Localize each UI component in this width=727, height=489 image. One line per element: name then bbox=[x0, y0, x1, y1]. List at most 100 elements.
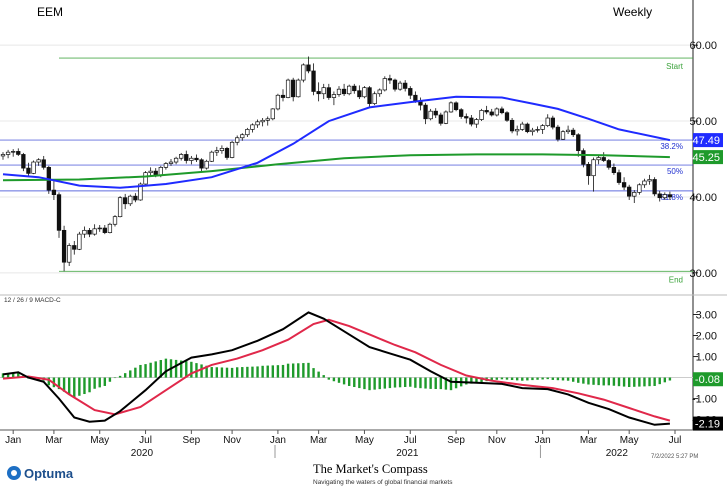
candle-body bbox=[72, 245, 77, 250]
candle-body bbox=[5, 151, 11, 155]
optuma-logo-text: Optuma bbox=[24, 466, 74, 481]
candle-body bbox=[545, 117, 550, 126]
histogram-bar bbox=[73, 377, 76, 398]
candle-body bbox=[148, 170, 153, 174]
histogram-bar bbox=[347, 377, 351, 386]
histogram-bar bbox=[179, 360, 183, 378]
histogram-bar bbox=[139, 364, 142, 378]
histogram-bar bbox=[103, 377, 107, 386]
histogram-bar bbox=[225, 367, 229, 378]
price-tick-labels: 60.00 50.00 40.00 30.00 bbox=[689, 40, 717, 280]
histogram-bar bbox=[577, 377, 580, 383]
histogram-bar bbox=[353, 377, 356, 388]
histogram-bar bbox=[363, 377, 366, 390]
candle-body bbox=[372, 93, 377, 104]
candle-body bbox=[667, 194, 673, 198]
x-year-label: 2021 bbox=[396, 448, 419, 459]
histogram-bar bbox=[388, 377, 392, 389]
candle-body bbox=[550, 117, 555, 128]
histogram-bar bbox=[607, 377, 611, 386]
candle-body bbox=[428, 110, 433, 120]
candle-body bbox=[168, 161, 174, 164]
macd-panel-label: 12 / 26 / 9 MACD-C bbox=[4, 297, 61, 304]
candle-body bbox=[16, 151, 21, 155]
candle-body bbox=[459, 109, 464, 117]
candle-body bbox=[163, 163, 169, 168]
candle-body bbox=[647, 179, 652, 182]
histogram-bar bbox=[6, 373, 10, 378]
candle-body bbox=[61, 229, 67, 263]
candle-body bbox=[632, 192, 637, 197]
candle-body bbox=[341, 88, 347, 95]
histogram-bar bbox=[597, 377, 600, 386]
candle-body bbox=[571, 129, 576, 136]
price-tick-label: 50.00 bbox=[689, 116, 717, 128]
histogram-bar bbox=[612, 377, 616, 386]
candle-body bbox=[31, 161, 36, 174]
candle-body bbox=[586, 163, 591, 177]
candle-body bbox=[555, 126, 561, 140]
histogram-bar bbox=[627, 377, 631, 388]
histogram-bar bbox=[286, 363, 290, 378]
candle-body bbox=[67, 245, 72, 263]
histogram-bar bbox=[297, 363, 300, 378]
histogram-bar bbox=[332, 377, 336, 382]
timestamp: 7/2/2022 5:27 PM bbox=[651, 454, 698, 460]
macd-line bbox=[2, 311, 670, 426]
histogram-bar bbox=[17, 372, 20, 378]
histogram-bar bbox=[98, 377, 101, 388]
histogram-bar bbox=[322, 375, 325, 378]
candle-body bbox=[209, 151, 214, 162]
brand-title: The Market's Compass bbox=[313, 462, 428, 476]
histogram-bar bbox=[505, 377, 509, 380]
candle-body bbox=[275, 94, 281, 110]
histogram-bar bbox=[123, 373, 127, 378]
optuma-logo-inner-icon bbox=[11, 470, 17, 476]
histogram-bar bbox=[602, 377, 605, 386]
candle-body bbox=[224, 148, 230, 158]
histogram-bar bbox=[403, 377, 407, 388]
candle-body bbox=[270, 108, 275, 120]
price-last-value-tag: 47.49 bbox=[692, 135, 720, 147]
candle-body bbox=[128, 195, 133, 205]
candle-body bbox=[280, 94, 286, 98]
candle-body bbox=[56, 194, 62, 231]
histogram-bar bbox=[622, 377, 626, 387]
x-month-label: May bbox=[620, 435, 639, 446]
histogram-bar bbox=[113, 377, 117, 379]
histogram-bar bbox=[653, 377, 656, 386]
histogram-bar bbox=[256, 366, 259, 378]
x-axis-labels: Jan Mar May Jul Sep Nov Jan Mar May Jul Sep Nov Jan M… bbox=[5, 430, 681, 459]
macd-last-value-tag: -0.08 bbox=[695, 374, 720, 386]
histogram-bar bbox=[551, 377, 555, 380]
candle-body bbox=[26, 167, 31, 174]
histogram-bar bbox=[439, 377, 443, 390]
candle-body bbox=[352, 85, 357, 92]
price-tick-label: 40.00 bbox=[689, 192, 717, 204]
candle-body bbox=[652, 179, 657, 195]
histogram-bar bbox=[526, 377, 529, 381]
histogram-bar bbox=[251, 366, 254, 378]
histogram-bar bbox=[317, 371, 320, 378]
candle-body bbox=[627, 186, 632, 197]
histogram-bar bbox=[200, 364, 203, 378]
brand-tagline: Navigating the waters of global financia… bbox=[313, 479, 453, 486]
candle-body bbox=[82, 229, 87, 235]
histogram-bar bbox=[11, 372, 15, 378]
histogram-bar bbox=[383, 377, 387, 389]
candle-body bbox=[642, 180, 647, 186]
histogram-bar bbox=[429, 377, 432, 389]
candle-body bbox=[484, 110, 489, 113]
histogram-bar bbox=[663, 377, 667, 383]
histogram-bar bbox=[342, 377, 346, 385]
candle-body bbox=[173, 157, 179, 163]
histogram-bar bbox=[312, 368, 315, 378]
histogram-bar bbox=[566, 377, 570, 381]
histogram-bar bbox=[470, 377, 473, 384]
candle-body bbox=[474, 119, 479, 125]
histogram-bar bbox=[658, 377, 661, 385]
candle-body bbox=[214, 150, 219, 153]
histogram-bar bbox=[174, 359, 178, 378]
histogram-bar bbox=[582, 377, 585, 384]
